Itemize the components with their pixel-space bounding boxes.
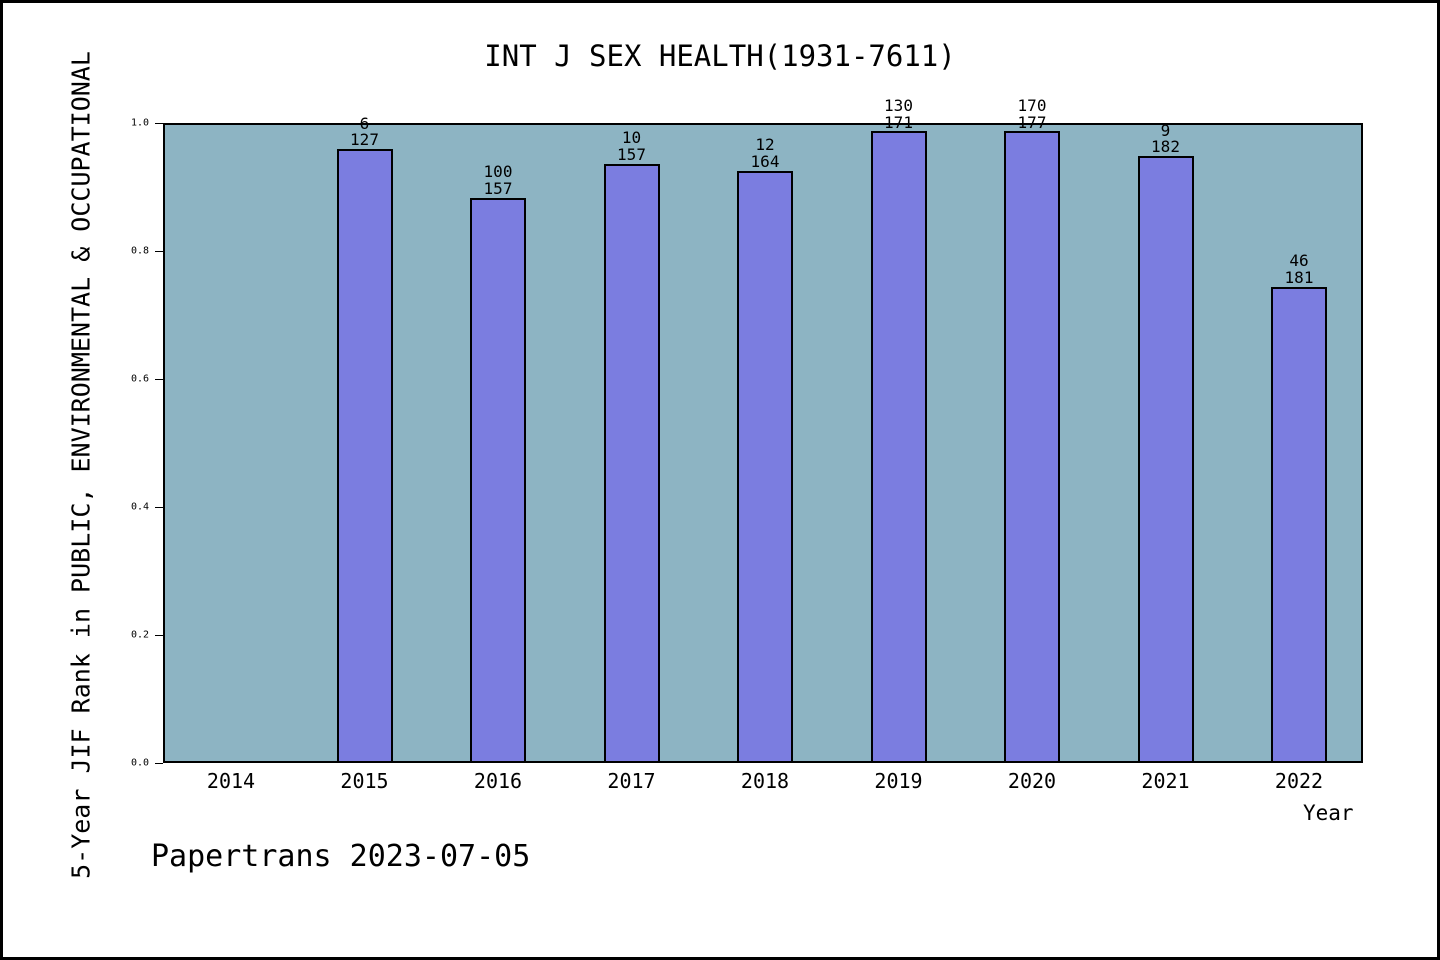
bar-total-value: 157	[483, 178, 513, 198]
y-tick-label-0.8: 0.8	[130, 245, 149, 257]
y-tick-mark	[155, 763, 163, 764]
bar-total-value: 164	[750, 152, 780, 171]
bar-total-value: 127	[350, 130, 379, 150]
y-tick-mark	[155, 123, 163, 124]
bar-2022: 46 181	[1271, 252, 1327, 761]
bar-value-label: 100 157	[483, 161, 513, 198]
bar-2016: 100 157	[470, 163, 526, 761]
bar-2017: 10 157	[603, 129, 660, 761]
bar-value-label: 130 171	[884, 95, 913, 132]
footer-text: Papertrans 2023-07-05	[151, 839, 531, 874]
bar-value-label: 170 177	[1017, 95, 1047, 132]
bar-total-value: 157	[617, 145, 646, 164]
bar-value-label: 9 182	[1151, 120, 1180, 157]
y-tick-mark	[155, 507, 163, 508]
x-tick-label-2021: 2021	[1141, 769, 1190, 793]
bar-total-value: 182	[1151, 137, 1180, 157]
bar-total-value: 181	[1284, 267, 1314, 287]
bar-2015: 6 127	[336, 115, 393, 761]
chart-title: INT J SEX HEALTH(1931-7611)	[484, 39, 956, 73]
x-tick-label-2014: 2014	[206, 769, 256, 793]
y-tick-label-0.4: 0.4	[130, 501, 149, 513]
bar-value-label: 6 127	[350, 113, 379, 150]
bar-rank-value: 10	[621, 128, 642, 148]
x-tick-label-2020: 2020	[1007, 769, 1057, 793]
x-tick-label-2017: 2017	[607, 769, 656, 793]
bar-value-label: 46 181	[1284, 250, 1314, 287]
x-tick-label-2015: 2015	[340, 769, 389, 793]
x-axis-ticks: 2014 2015 2016 2017 2018 2019 2020 2021 2022	[163, 769, 1363, 801]
bar-rank-value: 100	[483, 161, 513, 181]
bar-rank-value: 6	[359, 113, 370, 133]
x-tick-label-2018: 2018	[740, 769, 790, 793]
bar-2019: 130 171	[870, 97, 927, 761]
x-tick-label-2016: 2016	[473, 769, 523, 793]
y-tick-label-0.0: 0.0	[130, 757, 149, 769]
bar-rank-value: 130	[884, 95, 913, 115]
x-axis-label: Year	[1303, 801, 1354, 825]
bar-total-value: 171	[884, 112, 913, 132]
bar-2020: 170 177	[1004, 97, 1060, 761]
y-tick-label-0.6: 0.6	[130, 373, 149, 385]
y-tick-label-1.0: 1.0	[130, 117, 149, 129]
bar-2018: 12 164	[737, 136, 793, 761]
bar-2021: 9 182	[1137, 122, 1194, 761]
bar-rank-value: 9	[1160, 120, 1171, 140]
bar-total-value: 177	[1017, 112, 1047, 132]
y-tick-mark	[155, 635, 163, 636]
y-tick-label-0.2: 0.2	[130, 629, 149, 641]
y-tick-mark	[155, 379, 163, 380]
bar-rank-value: 12	[755, 135, 775, 155]
x-tick-label-2019: 2019	[874, 769, 923, 793]
bar-value-label: 12 164	[750, 135, 780, 171]
bar-value-label: 10 157	[617, 128, 646, 164]
y-axis-ticks: 0.0 0.2 0.4 0.6 0.8 1.0	[3, 118, 163, 769]
bar-rank-value: 170	[1017, 95, 1047, 115]
y-tick-mark	[155, 251, 163, 252]
bar-rank-value: 46	[1289, 250, 1309, 270]
plot-area: 6 127 100 157 10 157 12 164 130 171 170 177 9 182 46 18…	[163, 97, 1363, 763]
x-tick-label-2022: 2022	[1274, 769, 1324, 793]
